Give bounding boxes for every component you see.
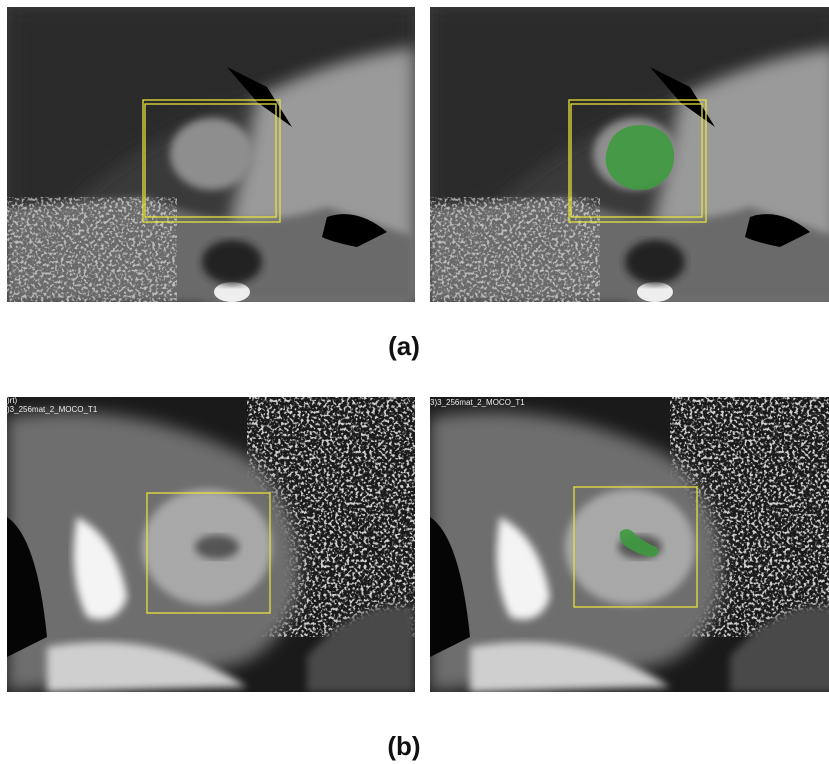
image-a-right — [430, 7, 829, 302]
image-a-left — [7, 7, 415, 302]
page: (a) )rt) )3_256mat_2_MOCO_T1 3)3_256mat_… — [0, 0, 829, 764]
panel-label: (a) — [388, 331, 420, 361]
segmentation — [606, 125, 674, 190]
overlay-text: )rt) — [7, 396, 18, 405]
panel-label: (b) — [387, 731, 420, 761]
figure: (a) )rt) )3_256mat_2_MOCO_T1 3)3_256mat_… — [0, 0, 829, 764]
overlay-text: 3)3_256mat_2_MOCO_T1 — [430, 398, 525, 407]
image-b-left: )rt) )3_256mat_2_MOCO_T1 — [7, 396, 415, 692]
image-b-right: 3)3_256mat_2_MOCO_T1 — [430, 397, 829, 692]
overlay-text: )3_256mat_2_MOCO_T1 — [7, 405, 98, 414]
